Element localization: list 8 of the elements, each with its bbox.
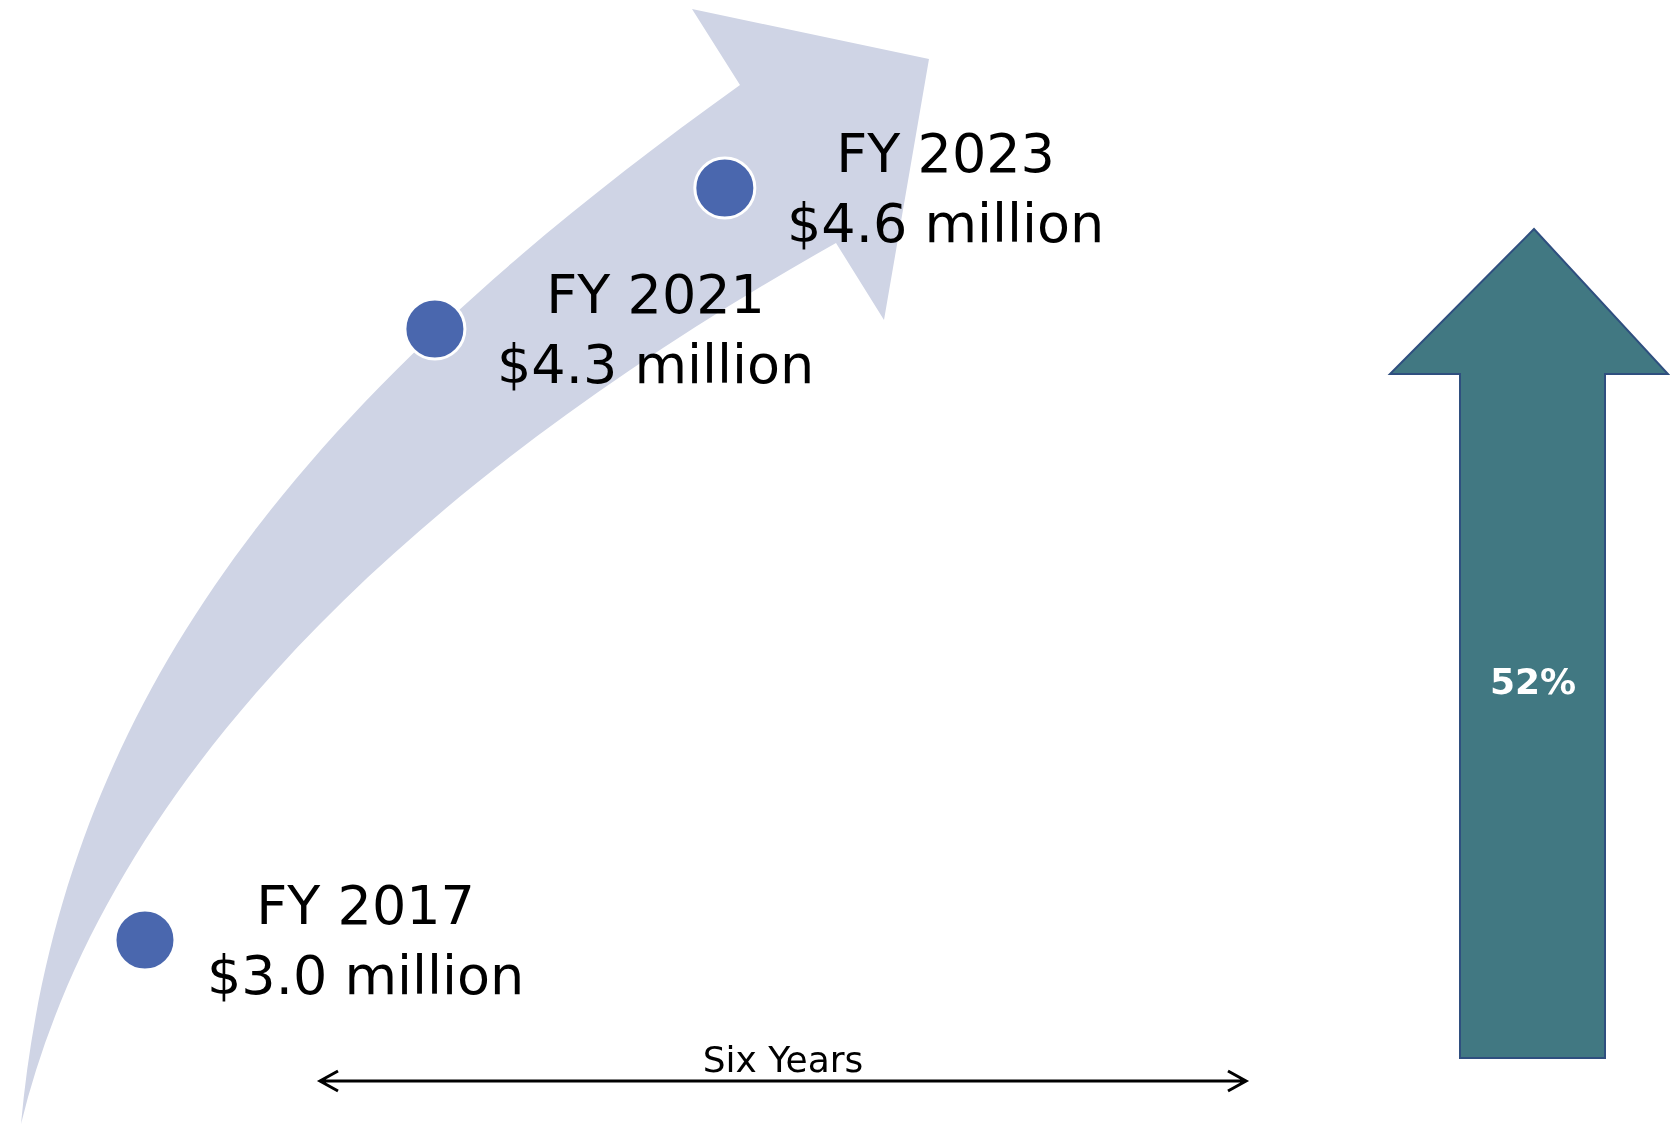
data-label: $3.0 million: [207, 944, 525, 1008]
data-label: $4.6 million: [787, 192, 1105, 256]
category-label: FY 2021: [546, 263, 765, 326]
data-label: $4.3 million: [497, 333, 815, 397]
text: 52%: [1489, 661, 1577, 702]
category-label: FY 2023: [836, 122, 1055, 185]
category-label: FY 2017: [256, 874, 475, 937]
text: Six Years: [702, 1039, 864, 1080]
